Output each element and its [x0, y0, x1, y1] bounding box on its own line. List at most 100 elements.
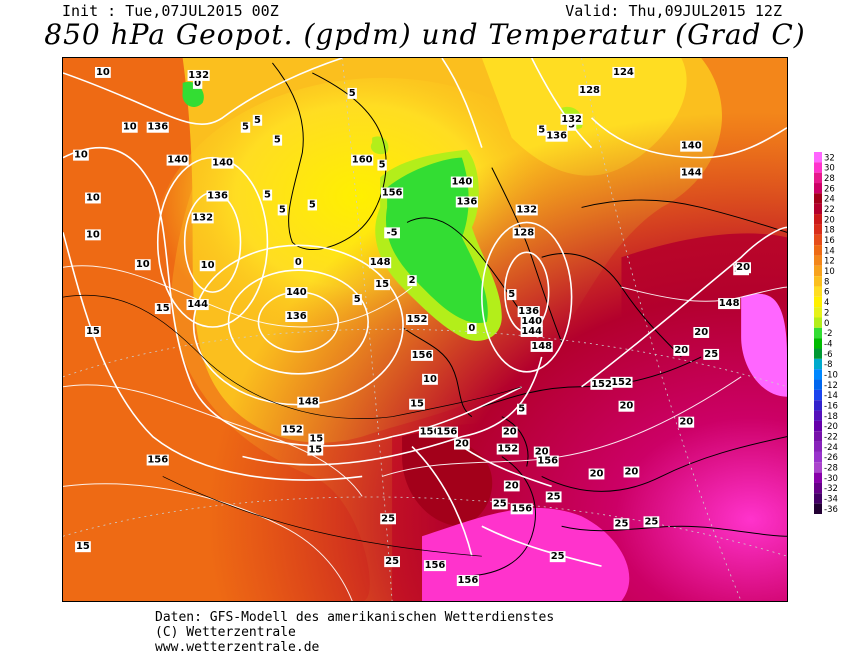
svg-text:15: 15 [76, 541, 90, 552]
isotherm-label: 15 [85, 326, 101, 337]
svg-text:10: 10 [74, 150, 88, 161]
svg-text:156: 156 [457, 575, 478, 586]
svg-text:10: 10 [86, 229, 100, 240]
legend-label: -8 [824, 360, 832, 370]
svg-text:136: 136 [207, 190, 228, 201]
svg-text:5: 5 [242, 122, 249, 133]
legend-swatch [814, 410, 822, 421]
svg-text:20: 20 [679, 417, 693, 428]
legend-label: 20 [824, 215, 835, 225]
svg-text:5: 5 [279, 204, 286, 215]
legend-swatch [814, 441, 822, 452]
svg-text:20: 20 [674, 345, 688, 356]
svg-text:20: 20 [736, 262, 750, 273]
svg-text:15: 15 [156, 303, 170, 314]
geopotential-label: 144 [186, 299, 209, 310]
legend-swatch [814, 245, 822, 256]
legend-label: -22 [824, 433, 838, 443]
legend-swatch [814, 152, 822, 163]
svg-text:128: 128 [579, 85, 600, 96]
legend-swatch [814, 431, 822, 442]
geopotential-label: 128 [578, 85, 601, 96]
footer-data-source: Daten: GFS-Modell des amerikanischen Wet… [155, 610, 555, 625]
svg-text:152: 152 [497, 444, 518, 455]
legend-label: 6 [824, 288, 829, 298]
geopotential-label: 132 [191, 212, 214, 223]
geopotential-label: 152 [405, 314, 429, 325]
geopotential-label: 148 [530, 341, 553, 352]
svg-text:15: 15 [308, 445, 322, 456]
geopotential-label: 152 [496, 444, 519, 455]
isotherm-label: -5 [384, 227, 400, 238]
svg-text:132: 132 [561, 114, 582, 125]
isotherm-label: 25 [613, 518, 630, 529]
legend-swatch [814, 224, 822, 235]
geopotential-label: 136 [285, 311, 308, 322]
isotherm-label: 5 [272, 135, 283, 146]
svg-text:10: 10 [136, 259, 150, 270]
isotherm-label: 20 [454, 439, 470, 450]
geopotential-label: 148 [297, 397, 320, 408]
svg-text:136: 136 [518, 306, 539, 317]
svg-text:20: 20 [694, 327, 708, 338]
geopotential-label: 140 [520, 316, 543, 327]
isotherm-label: 5 [566, 120, 577, 131]
legend-label: -20 [824, 422, 838, 432]
isotherm-label: 10 [199, 260, 216, 271]
chart-title: 850 hPa Geopot. (gpdm) und Temperatur (G… [44, 18, 806, 51]
legend-label: 26 [824, 184, 835, 194]
isotherm-label: 2 [407, 275, 417, 286]
geopotential-label: 132 [187, 70, 210, 81]
isotherm-label: 20 [501, 427, 518, 438]
legend-swatch [814, 472, 822, 483]
isotherm-label: 10 [95, 67, 111, 78]
legend-swatch [814, 265, 822, 277]
svg-text:15: 15 [410, 399, 424, 410]
svg-text:15: 15 [309, 434, 323, 445]
svg-text:148: 148 [370, 257, 391, 268]
geopotential-label: 156 [418, 427, 442, 438]
svg-text:5: 5 [508, 289, 515, 300]
isotherm-label: 5 [262, 189, 273, 200]
legend-label: 28 [824, 174, 835, 184]
svg-text:152: 152 [591, 379, 612, 390]
svg-text:140: 140 [286, 287, 307, 298]
isotherm-label: 20 [623, 466, 640, 477]
legend-label: 8 [824, 277, 829, 287]
footer-url[interactable]: www.wetterzentrale.de [155, 640, 320, 655]
svg-text:5: 5 [309, 199, 316, 210]
svg-text:136: 136 [456, 196, 477, 207]
svg-text:5: 5 [264, 189, 271, 200]
legend-swatch [814, 369, 822, 380]
svg-text:156: 156 [537, 456, 558, 467]
isotherm-label: 20 [503, 480, 520, 491]
geopotential-label: 140 [166, 155, 189, 166]
isotherm-label: 10 [73, 150, 89, 161]
legend-swatch [814, 400, 822, 411]
svg-text:25: 25 [644, 516, 658, 527]
geopotential-label: 136 [206, 190, 229, 201]
svg-text:156: 156 [382, 187, 403, 198]
svg-text:10: 10 [96, 67, 110, 78]
legend-swatch [814, 503, 822, 514]
geopotential-label: 124 [612, 67, 635, 78]
svg-text:5: 5 [568, 120, 575, 131]
geopotential-label: 136 [455, 196, 478, 207]
isotherm-label: 5 [252, 115, 263, 126]
legend-label: -14 [824, 391, 838, 401]
svg-text:5: 5 [349, 88, 356, 99]
legend-swatch [814, 389, 822, 401]
legend-swatch [814, 317, 822, 328]
svg-text:10: 10 [201, 260, 215, 271]
legend-swatch [814, 193, 822, 204]
legend-swatch [814, 451, 822, 463]
legend-swatch [814, 286, 822, 297]
legend-swatch [814, 183, 822, 194]
legend-label: 24 [824, 195, 835, 205]
legend-label: -10 [824, 370, 838, 380]
legend-label: 16 [824, 236, 835, 246]
footer-copyright: (C) Wetterzentrale [155, 625, 296, 640]
isotherm-label: 20 [735, 262, 751, 273]
svg-text:144: 144 [187, 299, 208, 310]
